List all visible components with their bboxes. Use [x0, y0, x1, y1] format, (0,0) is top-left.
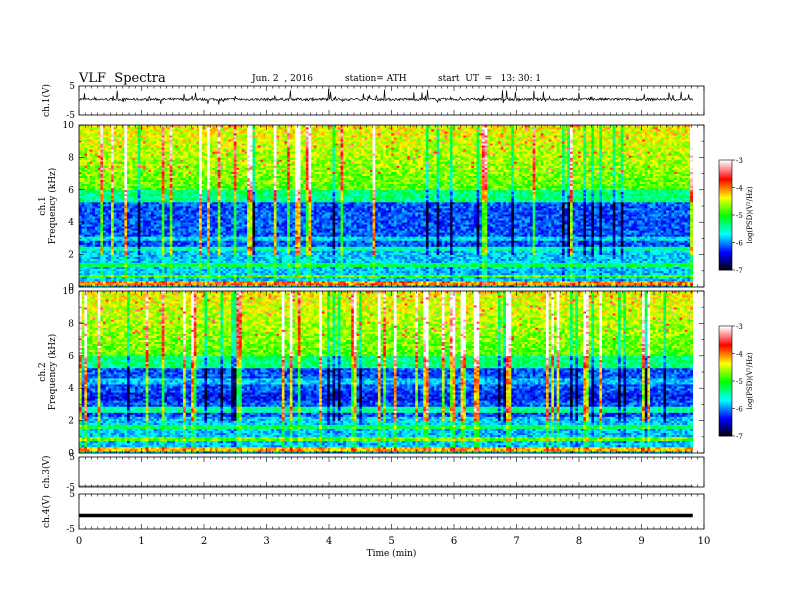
- ch1-waveform: [78, 88, 694, 105]
- y-axis-label: ch.1Frequency (kHz): [38, 168, 58, 245]
- chart-title: VLF Spectra: [79, 71, 166, 86]
- y-axis-label: ch.4(V): [41, 495, 52, 528]
- x-tick-label: 2: [201, 536, 207, 547]
- y-tick-label: 8: [68, 319, 74, 329]
- y-axis-label: ch.1(V): [41, 84, 52, 117]
- colorbar: [718, 159, 733, 271]
- y-tick-label: 5: [69, 453, 75, 463]
- x-tick-label: 5: [388, 536, 394, 547]
- colorbar-tick-label: -7: [736, 433, 743, 441]
- x-tick-label: 6: [451, 536, 457, 547]
- y-tick-label: -5: [66, 111, 75, 121]
- y-tick-label: 5: [69, 490, 75, 500]
- colorbar-tick-label: -6: [736, 406, 743, 414]
- x-tick-label: 1: [138, 536, 144, 547]
- colorbar-tick-label: -4: [736, 185, 743, 193]
- y-tick-label: -5: [66, 483, 75, 493]
- spectrogram-image: [79, 125, 694, 288]
- y-tick-label: 10: [63, 121, 75, 131]
- spectrogram-image: [79, 291, 694, 454]
- y-axis-label: ch.2Frequency (kHz): [38, 334, 58, 411]
- colorbar: [718, 325, 733, 437]
- x-tick-label: 4: [326, 536, 332, 547]
- colorbar-tick-label: -7: [736, 267, 743, 275]
- y-tick-label: 10: [63, 287, 75, 297]
- date-label: Jun. 2 , 2016: [252, 74, 313, 84]
- y-tick-label: -5: [66, 525, 75, 535]
- y-tick-label: 0: [68, 283, 74, 293]
- colorbar-tick-label: -5: [736, 378, 743, 386]
- y-tick-label: 2: [68, 251, 74, 261]
- colorbar-tick-label: -4: [736, 351, 743, 359]
- x-tick-label: 0: [76, 536, 82, 547]
- colorbar-tick-label: -5: [736, 212, 743, 220]
- y-axis-label: ch.3(V): [41, 456, 52, 489]
- start-time-label: start UT = 13: 30: 1: [438, 74, 541, 84]
- x-tick-label: 8: [576, 536, 582, 547]
- panel-frame: [78, 493, 705, 530]
- y-tick-label: 0: [68, 449, 74, 459]
- colorbar-label: log(PSD)(V²/Hz): [746, 352, 754, 409]
- y-tick-label: 6: [68, 186, 74, 196]
- x-axis-label: Time (min): [367, 548, 417, 559]
- y-tick-label: 5: [69, 82, 75, 92]
- y-tick-label: 2: [68, 417, 74, 427]
- y-tick-label: 4: [68, 218, 74, 228]
- x-tick-label: 7: [513, 536, 519, 547]
- colorbar-tick-label: -6: [736, 240, 743, 248]
- x-tick-label: 10: [698, 536, 711, 547]
- station-label: station= ATH: [345, 74, 407, 84]
- y-tick-label: 6: [68, 352, 74, 362]
- colorbar-label: log(PSD)(V²/Hz): [746, 186, 754, 243]
- colorbar-tick-label: -3: [736, 157, 743, 165]
- x-tick-label: 9: [638, 536, 644, 547]
- y-tick-label: 4: [68, 384, 74, 394]
- x-tick-label: 3: [263, 536, 269, 547]
- colorbar-tick-label: -3: [736, 323, 743, 331]
- y-tick-label: 8: [68, 153, 74, 163]
